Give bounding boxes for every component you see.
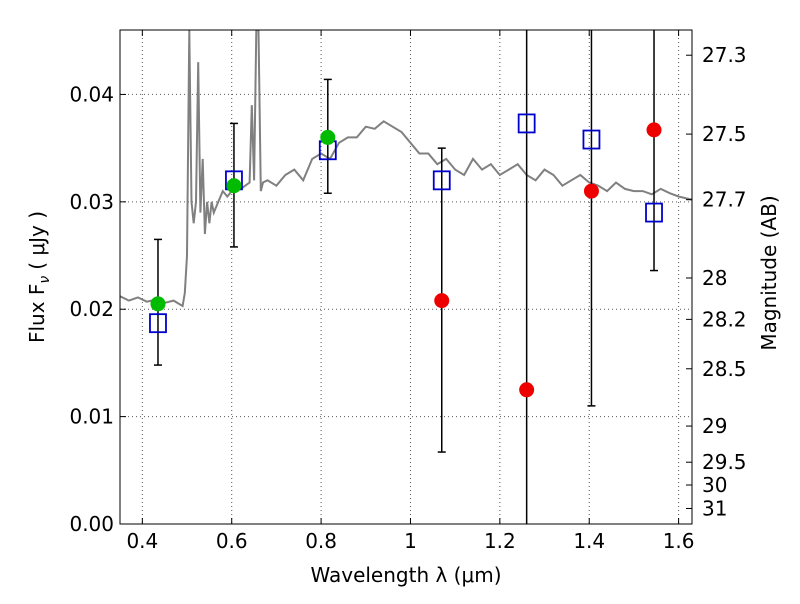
plot-area — [120, 30, 692, 308]
magnitude-tick-label: 31 — [702, 496, 727, 520]
green-data-point — [150, 296, 166, 312]
y-axis-label-unit: ( μJy ) — [25, 211, 49, 270]
magnitude-tick-label: 28.5 — [702, 357, 747, 381]
x-axis-label: Wavelength λ (μm) — [310, 563, 501, 587]
y-tick-label: 0.03 — [69, 190, 114, 214]
x-tick-label: 1.2 — [484, 529, 516, 553]
marker-layer — [149, 113, 663, 398]
model-square-marker — [432, 170, 451, 191]
red-data-point — [519, 382, 535, 398]
y-axis-label-subscript: ν — [37, 276, 53, 284]
y-tick-label: 0.02 — [69, 297, 114, 321]
errorbar-layer — [153, 30, 659, 524]
y-tick-label: 0.00 — [69, 512, 114, 536]
green-data-point — [320, 129, 336, 145]
y-axis-label: Flux Fν ( μJy ) — [25, 211, 53, 343]
magnitude-tick-label: 28.2 — [702, 307, 747, 331]
x-tick-label: 0.6 — [216, 529, 248, 553]
red-data-point — [434, 293, 450, 309]
spectrum-line — [120, 30, 692, 308]
x-tick-label: 1 — [404, 529, 417, 553]
magnitude-tick-label: 27.7 — [702, 188, 747, 212]
magnitude-axis-label: Magnitude (AB) — [757, 195, 781, 350]
y-tick-label: 0.01 — [69, 405, 114, 429]
magnitude-tick-label: 27.5 — [702, 122, 747, 146]
magnitude-tick-label: 29 — [702, 414, 727, 438]
magnitude-tick-label: 27.3 — [702, 43, 747, 67]
red-data-point — [583, 183, 599, 199]
magnitude-tick-label: 29.5 — [702, 450, 747, 474]
model-square-marker — [582, 129, 601, 150]
y-tick-label: 0.04 — [69, 82, 114, 106]
model-square-marker — [517, 113, 536, 134]
y-axis-label-main: Flux F — [25, 284, 49, 343]
x-tick-label: 0.8 — [305, 529, 337, 553]
axes-layer — [119, 29, 693, 525]
magnitude-tick-label: 30 — [702, 473, 727, 497]
axes-frame — [119, 29, 693, 525]
x-tick-label: 1.4 — [573, 529, 605, 553]
model-square-marker — [645, 202, 663, 223]
x-ticks: 0.4 0.6 0.8 1 1.2 1.4 1.6 — [126, 30, 695, 553]
x-tick-label: 0.4 — [126, 529, 158, 553]
model-square-marker — [149, 313, 167, 334]
y-ticks: 0.00 0.01 0.02 0.03 0.04 — [69, 82, 126, 536]
grid-layer — [120, 30, 692, 524]
green-data-point — [226, 178, 242, 194]
red-data-point — [646, 122, 662, 138]
magnitude-tick-label: 28 — [702, 266, 727, 290]
x-tick-label: 1.6 — [663, 529, 695, 553]
